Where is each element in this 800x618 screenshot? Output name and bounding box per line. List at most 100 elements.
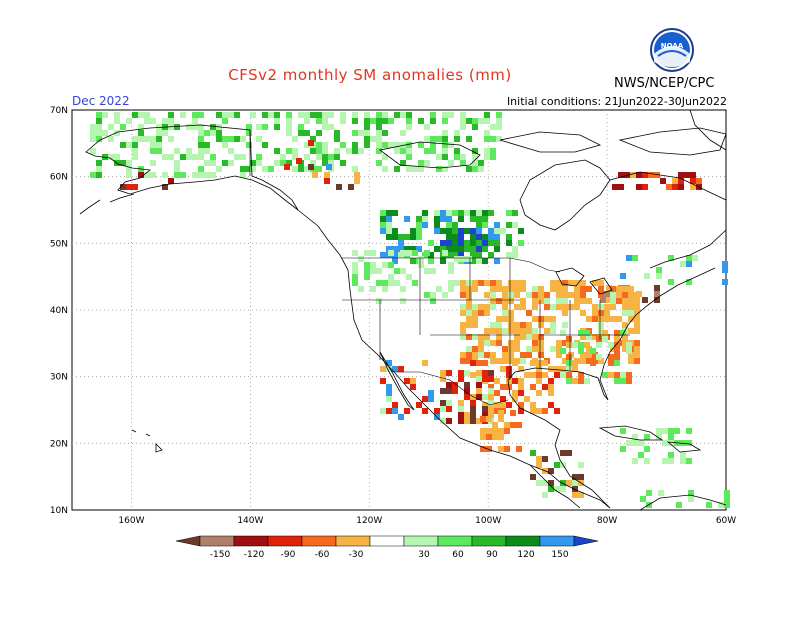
anomaly-cell [460,328,466,334]
anomaly-cell [322,154,328,160]
anomaly-cell [490,280,496,286]
agency-credit: NWS/NCEP/CPC [614,76,715,91]
anomaly-cell [496,124,502,130]
anomaly-cell [630,172,636,178]
anomaly-cell [430,112,436,118]
anomaly-cell [228,112,234,118]
anomaly-cell [308,140,314,146]
lat-tick-label: 60N [50,173,68,183]
anomaly-cell [498,434,504,440]
anomaly-cell [686,428,692,434]
anomaly-cell [410,246,416,252]
anomaly-cell [598,310,604,316]
anomaly-cell [622,304,628,310]
anomaly-cell [386,216,392,222]
anomaly-cell [530,372,536,378]
anomaly-cell [532,340,538,346]
anomaly-cell [418,160,424,166]
anomaly-cell [400,148,406,154]
anomaly-cell [304,130,310,136]
anomaly-cell [138,130,144,136]
anomaly-cell [580,292,586,298]
anomaly-cell [574,292,580,298]
anomaly-cell [90,130,96,136]
anomaly-cell [512,252,518,258]
anomaly-cell [464,240,470,246]
anomaly-cell [638,440,644,446]
anomaly-cell [452,382,458,388]
anomaly-cell [494,246,500,252]
anomaly-cell [464,388,470,394]
anomaly-cell [550,316,556,322]
anomaly-cell [424,136,430,142]
anomaly-cell [562,358,568,364]
anomaly-cell [526,322,532,328]
anomaly-cell [386,222,392,228]
anomaly-cell [492,422,498,428]
anomaly-cell [666,184,672,190]
anomaly-cell [658,490,664,496]
anomaly-cell [514,340,520,346]
colorbar-swatch [199,535,235,547]
anomaly-cell [460,280,466,286]
anomaly-cell [560,450,566,456]
anomaly-cell [376,142,382,148]
anomaly-cell [506,402,512,408]
anomaly-cell [578,348,584,354]
anomaly-cell [370,250,376,256]
anomaly-cell [340,160,346,166]
anomaly-cell [400,268,406,274]
anomaly-cell [566,354,572,360]
anomaly-cell [434,408,440,414]
anomaly-cell [628,316,634,322]
anomaly-cell [422,216,428,222]
anomaly-cell [406,250,412,256]
colorbar-label: -150 [210,550,231,560]
anomaly-cell [108,154,114,160]
anomaly-cell [386,234,392,240]
colorbar-swatch [471,535,507,547]
anomaly-cell [380,378,386,384]
anomaly-cell [256,136,262,142]
anomaly-cell [690,184,696,190]
anomaly-cell [604,304,610,310]
anomaly-cell [488,210,494,216]
anomaly-cell [418,166,424,172]
anomaly-cell [482,246,488,252]
anomaly-cell [520,328,526,334]
anomaly-cell [442,130,448,136]
anomaly-cell [348,184,354,190]
anomaly-cell [488,406,494,412]
anomaly-cell [530,360,536,366]
anomaly-cell [446,406,452,412]
anomaly-cell [514,286,520,292]
anomaly-cell [198,154,204,160]
anomaly-cell [628,352,634,358]
anomaly-cell [448,268,454,274]
anomaly-cell [574,298,580,304]
anomaly-cell [470,216,476,222]
anomaly-cell [628,304,634,310]
anomaly-cell [370,118,376,124]
anomaly-cell [508,358,514,364]
anomaly-cell [286,160,292,166]
anomaly-cell [120,142,126,148]
anomaly-cell [496,340,502,346]
anomaly-cell [358,130,364,136]
anomaly-cell [628,328,634,334]
anomaly-cell [386,390,392,396]
anomaly-cell [662,428,668,434]
anomaly-cell [632,434,638,440]
anomaly-cell [382,118,388,124]
anomaly-cell [538,286,544,292]
anomaly-cell [668,255,674,261]
anomaly-cell [364,118,370,124]
anomaly-cell [434,210,440,216]
anomaly-cell [530,402,536,408]
anomaly-cell [498,446,504,452]
anomaly-cell [470,258,476,264]
anomaly-cell [440,240,446,246]
anomaly-cell [488,252,494,258]
anomaly-cell [634,304,640,310]
anomaly-cell [668,434,674,440]
